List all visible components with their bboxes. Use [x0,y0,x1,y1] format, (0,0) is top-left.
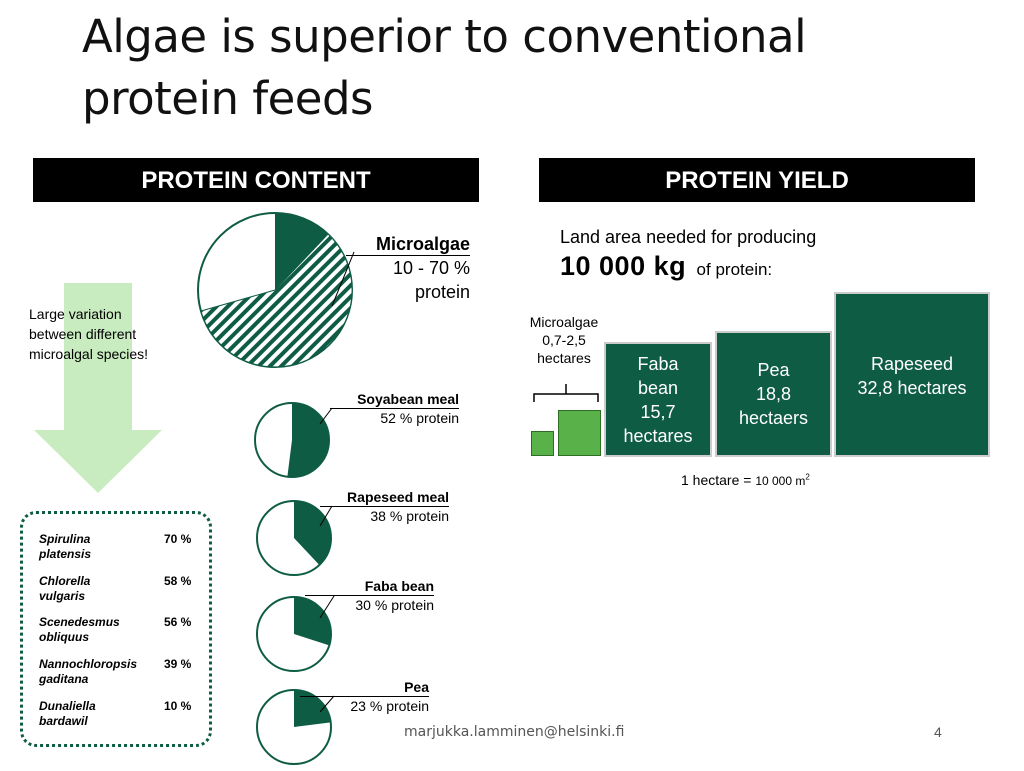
microalgae-label: Microalgae 10 - 70 % protein [346,233,470,304]
pie-slice-range [200,233,353,368]
pie-slice-min [275,212,328,290]
pie-faba-bean [256,596,332,672]
footer-email: marjukka.lamminen@helsinki.fi [404,724,625,740]
species-protein-table: Spirulina platensis 70 % Chlorella vulgari… [20,511,212,747]
protein-yield-banner: PROTEIN YIELD [539,158,975,202]
microalgae-area-min [531,431,554,456]
crop-box-faba-bean: Faba bean 15,7 hectares [604,342,712,457]
variation-note: Large variation between different microa… [29,306,149,362]
yield-amount: 10 000 kg [560,251,687,281]
yield-intro-rest: of protein: [696,260,773,279]
protein-slice [287,403,329,477]
microalgae-range: 10 - 70 % [392,258,470,278]
microalgae-name: Microalgae [346,233,470,256]
hectare-footnote: 1 hectare = 10 000 m2 [681,472,810,488]
pie-pea [256,689,332,765]
feed-label-pea: Pea 23 % protein [300,678,429,715]
down-arrow-graphic [34,283,162,493]
yield-intro-line2: 10 000 kg of protein: [560,250,772,282]
protein-slice [294,690,331,727]
title-line-2: protein feeds [82,72,374,125]
microalgae-pie-chart [197,212,353,368]
crop-box-pea: Pea 18,8 hectaers [715,331,832,457]
callout-line-rapeseed [319,505,333,527]
pie-soyabean-meal [254,402,330,478]
callout-line-pea [319,695,335,713]
protein-slice [294,501,331,565]
feed-label-rapeseed: Rapeseed meal 38 % protein [320,488,449,525]
protein-slice [294,597,331,646]
feed-label-faba: Faba bean 30 % protein [305,577,434,614]
microalgae-area-label: Microalgae 0,7-2,5 hectares [529,314,599,366]
callout-line-soyabean [319,407,333,425]
protein-content-banner: PROTEIN CONTENT [33,158,479,202]
microalgae-bracket [533,384,599,402]
page-number: 4 [934,724,942,740]
pie-rapeseed-meal [256,500,332,576]
microalgae-unit: protein [414,282,470,302]
microalgae-area-max [558,410,601,456]
microalgae-callout-line [331,251,355,307]
slide-title: Algae is superior to conventional protei… [82,6,982,130]
crop-box-rapeseed: Rapeseed 32,8 hectares [834,292,990,457]
feed-label-soyabean: Soyabean meal 52 % protein [330,390,459,427]
yield-intro-line1: Land area needed for producing [560,227,817,247]
callout-line-faba [319,595,335,619]
title-line-1: Algae is superior to conventional [82,10,807,63]
